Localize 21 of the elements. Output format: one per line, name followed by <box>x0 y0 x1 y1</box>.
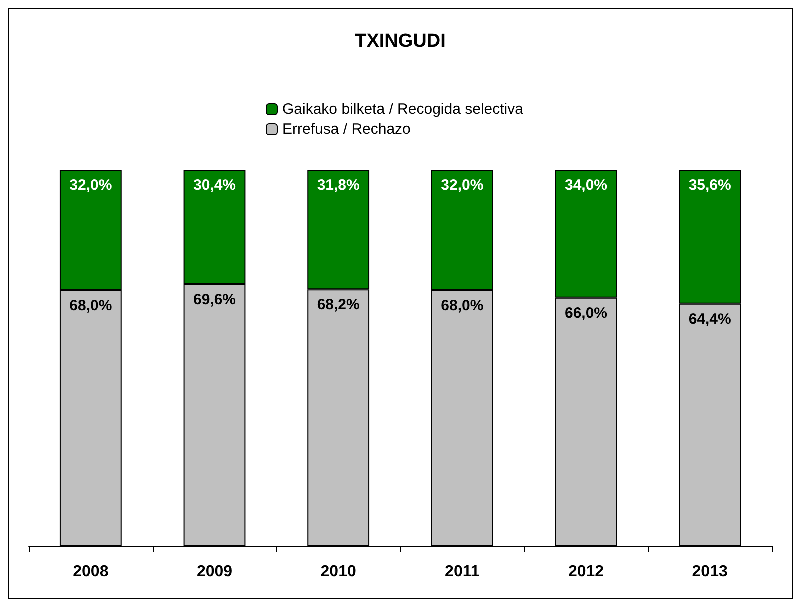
x-tick-label: 2011 <box>445 564 480 580</box>
data-label: 69,6% <box>193 291 236 308</box>
data-label: 64,4% <box>688 310 732 328</box>
x-tick-label: 2009 <box>196 564 233 580</box>
data-label: 35,6% <box>688 177 732 194</box>
data-label: 68,0% <box>70 297 112 314</box>
x-tick-label: 2013 <box>692 564 728 580</box>
data-label: 68,2% <box>317 296 360 314</box>
data-label: 68,0% <box>441 297 484 314</box>
chart-title: TXINGUDI <box>355 31 446 52</box>
legend-label: Errefusa / Rechazo <box>282 121 411 138</box>
legend-label: Gaikako bilketa / Recogida selectiva <box>282 101 524 118</box>
data-label: 30,4% <box>193 177 236 194</box>
x-tick-label: 2010 <box>320 564 356 580</box>
data-label: 66,0% <box>564 304 608 322</box>
x-tick-label: 2012 <box>568 564 604 580</box>
data-label: 32,0% <box>441 177 484 194</box>
x-tick-label: 2008 <box>73 564 109 580</box>
data-label: 34,0% <box>564 177 608 194</box>
data-label: 31,8% <box>317 177 360 194</box>
data-label: 32,0% <box>70 177 112 194</box>
